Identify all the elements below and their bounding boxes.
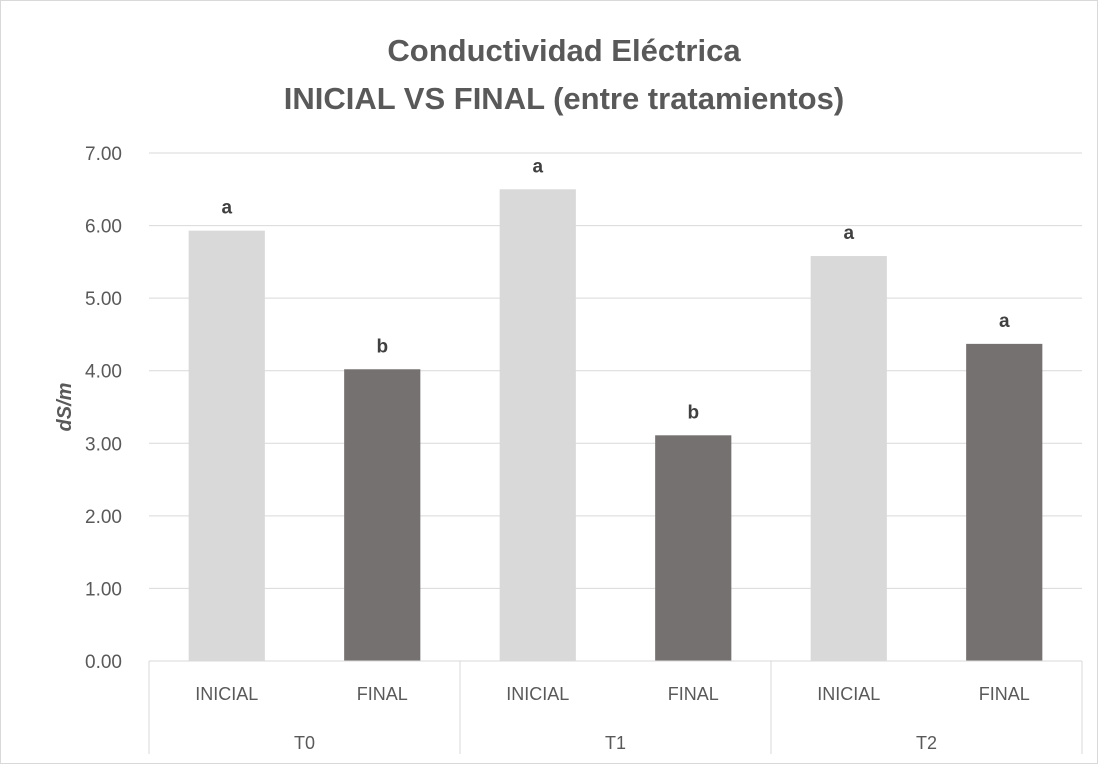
data-labels: a b a b a a bbox=[221, 156, 1010, 423]
x-group-label: T2 bbox=[916, 733, 937, 753]
x-group-label: T0 bbox=[294, 733, 315, 753]
x-category-label: FINAL bbox=[357, 684, 408, 704]
chart-title-line-2: INICIAL VS FINAL (entre tratamientos) bbox=[284, 81, 844, 116]
data-label-letter: a bbox=[843, 223, 854, 244]
y-tick-label: 0.00 bbox=[85, 652, 122, 673]
x-category-label: FINAL bbox=[979, 684, 1030, 704]
bar bbox=[499, 189, 576, 662]
x-category-label: INICIAL bbox=[195, 684, 258, 704]
chart-title-line-1: Conductividad Eléctrica bbox=[387, 33, 741, 68]
data-label-letter: b bbox=[687, 402, 699, 423]
bar bbox=[966, 343, 1043, 661]
y-tick-label: 6.00 bbox=[85, 217, 122, 238]
y-tick-label: 1.00 bbox=[85, 579, 122, 600]
y-tick-label: 5.00 bbox=[85, 289, 122, 310]
x-category-label: INICIAL bbox=[817, 684, 880, 704]
x-group-label: T1 bbox=[605, 733, 626, 753]
y-axis-label: dS/m bbox=[54, 383, 76, 432]
bar bbox=[188, 230, 265, 661]
y-tick-label: 3.00 bbox=[85, 434, 122, 455]
gridlines bbox=[149, 152, 1082, 589]
bars bbox=[188, 189, 1043, 662]
bar bbox=[810, 256, 887, 661]
y-tick-label: 7.00 bbox=[85, 144, 122, 165]
data-label-letter: a bbox=[221, 198, 232, 219]
data-label-letter: a bbox=[532, 156, 543, 177]
bar bbox=[655, 435, 732, 661]
bar bbox=[344, 369, 421, 661]
x-axis: INICIAL FINAL INICIAL FINAL INICIAL FINAL T0 T1… bbox=[148, 660, 1083, 754]
y-axis-ticks: 0.00 1.00 2.00 3.00 4.00 5.00 6.00 7.00 bbox=[85, 144, 122, 673]
data-label-letter: a bbox=[999, 311, 1010, 332]
data-label-letter: b bbox=[376, 336, 388, 357]
y-tick-label: 4.00 bbox=[85, 362, 122, 383]
x-category-label: INICIAL bbox=[506, 684, 569, 704]
y-tick-label: 2.00 bbox=[85, 507, 122, 528]
x-category-label: FINAL bbox=[668, 684, 719, 704]
